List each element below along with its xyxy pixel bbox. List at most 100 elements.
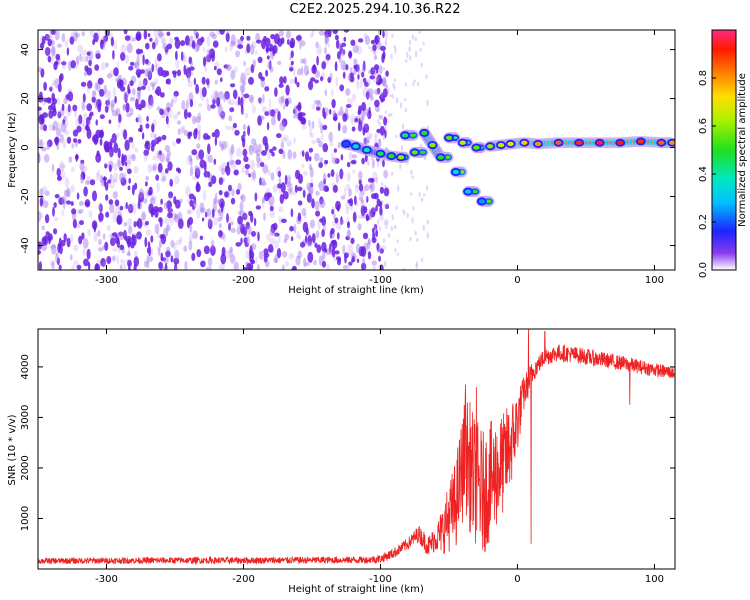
noise-speckle — [41, 225, 45, 231]
noise-speckle — [242, 148, 248, 157]
noise-speckle — [65, 38, 68, 48]
noise-speckle — [197, 112, 202, 120]
noise-speckle — [143, 30, 148, 40]
noise-speckle — [49, 260, 56, 266]
noise-speckle — [181, 125, 186, 134]
noise-speckle — [259, 162, 265, 167]
noise-speckle — [381, 53, 385, 64]
noise-speckle — [285, 84, 290, 96]
noise-speckle — [242, 81, 246, 87]
noise-speckle — [92, 133, 96, 139]
noise-speckle — [166, 121, 170, 129]
noise-speckle — [61, 61, 67, 66]
noise-speckle — [279, 76, 284, 85]
noise-speckle — [269, 210, 276, 219]
noise-speckle — [127, 259, 132, 267]
noise-speckle — [261, 106, 267, 113]
noise-speckle — [145, 175, 150, 181]
noise-speckle — [118, 79, 124, 88]
noise-speckle — [116, 132, 120, 138]
noise-speckle — [270, 172, 275, 181]
noise-speckle — [151, 84, 155, 91]
noise-speckle — [143, 151, 148, 162]
noise-speckle — [120, 177, 127, 186]
noise-speckle — [396, 252, 399, 256]
noise-speckle — [175, 239, 182, 246]
noise-speckle — [75, 55, 80, 65]
noise-speckle — [213, 158, 217, 165]
noise-speckle — [58, 264, 62, 270]
noise-speckle — [133, 221, 137, 228]
noise-speckle — [324, 33, 330, 44]
noise-speckle — [394, 247, 397, 253]
y-tick-label: 40 — [20, 43, 31, 56]
noise-speckle — [257, 115, 262, 126]
noise-speckle — [46, 140, 50, 150]
noise-speckle — [426, 99, 429, 107]
noise-speckle — [140, 99, 146, 109]
noise-speckle — [400, 144, 404, 151]
noise-speckle — [211, 239, 215, 251]
noise-speckle — [65, 106, 72, 117]
noise-speckle — [109, 203, 115, 214]
noise-speckle — [340, 154, 344, 161]
noise-speckle — [284, 260, 289, 267]
noise-speckle — [311, 139, 317, 144]
noise-speckle — [240, 194, 246, 203]
noise-speckle — [162, 266, 166, 270]
signal-point-core — [473, 145, 480, 150]
noise-speckle — [376, 128, 381, 134]
noise-speckle — [268, 98, 272, 109]
noise-speckle — [268, 200, 272, 206]
noise-speckle — [399, 164, 402, 169]
noise-speckle — [257, 56, 263, 63]
noise-speckle — [415, 263, 418, 270]
noise-speckle — [165, 168, 169, 174]
noise-speckle — [53, 202, 57, 208]
noise-speckle — [144, 189, 150, 199]
noise-speckle — [150, 209, 156, 216]
noise-speckle — [267, 61, 272, 70]
noise-speckle — [369, 133, 373, 140]
noise-speckle — [54, 137, 60, 144]
noise-speckle — [370, 182, 375, 192]
noise-speckle — [244, 242, 249, 248]
noise-speckle — [214, 128, 220, 138]
noise-speckle — [225, 63, 231, 70]
noise-speckle — [209, 48, 216, 59]
noise-speckle — [196, 143, 201, 149]
noise-speckle — [288, 187, 292, 194]
noise-speckle — [40, 68, 45, 78]
noise-speckle — [127, 185, 131, 191]
noise-speckle — [339, 42, 343, 50]
noise-speckle — [70, 60, 76, 69]
noise-speckle — [106, 73, 113, 79]
x-tick-label: -200 — [232, 574, 255, 585]
noise-speckle — [346, 228, 352, 239]
noise-speckle — [194, 167, 201, 179]
noise-speckle — [241, 86, 244, 98]
noise-speckle — [422, 41, 425, 45]
noise-speckle — [50, 83, 55, 93]
noise-speckle — [154, 209, 159, 218]
noise-speckle — [364, 81, 369, 87]
noise-speckle — [87, 80, 93, 89]
noise-speckle — [80, 176, 84, 184]
noise-speckle — [330, 169, 335, 178]
noise-speckle — [120, 86, 126, 92]
noise-speckle — [351, 154, 358, 159]
y-tick-label: 20 — [20, 92, 31, 105]
noise-speckle — [235, 242, 242, 247]
noise-speckle — [198, 103, 203, 108]
signal-point-core — [401, 133, 409, 138]
noise-speckle — [419, 48, 422, 52]
noise-speckle — [167, 212, 173, 219]
noise-speckle — [99, 138, 103, 146]
noise-speckle — [244, 223, 248, 232]
noise-speckle — [67, 104, 71, 113]
noise-speckle — [148, 245, 152, 257]
noise-speckle — [366, 91, 370, 100]
noise-speckle — [278, 206, 284, 213]
noise-speckle — [145, 181, 148, 187]
